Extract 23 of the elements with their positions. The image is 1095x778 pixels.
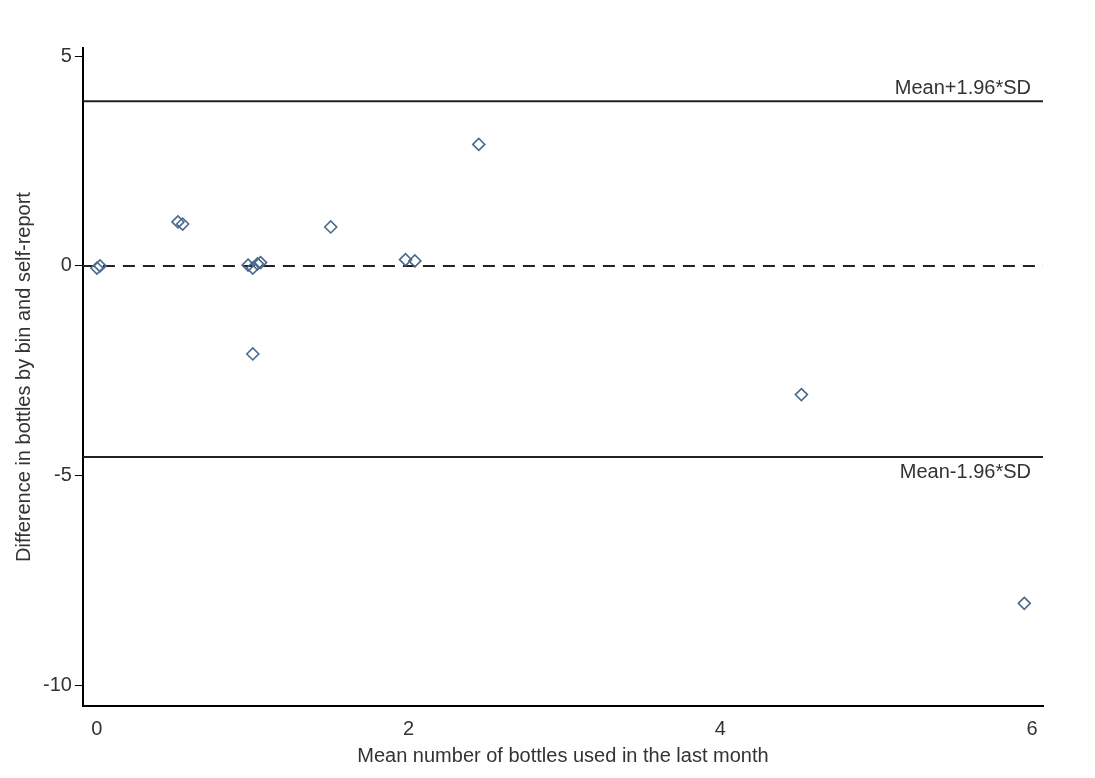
point (241, 258, 255, 272)
x-tick-label: 6 (1026, 716, 1038, 739)
x-axis-title: Mean number of bottles used in the last month (357, 743, 769, 766)
point (398, 252, 413, 267)
point (1017, 596, 1032, 611)
ref-line-label: Mean+1.96*SD (894, 75, 1031, 98)
x-tick-label: 4 (714, 716, 726, 739)
point (245, 347, 260, 361)
point (175, 217, 190, 231)
y-axis-title: Difference in bottles by bin and self-report (11, 191, 34, 562)
point (171, 215, 185, 229)
y-tick-label: -5 (54, 463, 72, 486)
point (323, 220, 338, 234)
point (794, 387, 809, 402)
x-tick-label: 0 (91, 716, 103, 739)
point (245, 261, 260, 275)
ref-line-label: Mean-1.96*SD (899, 459, 1031, 482)
y-tick-label: -10 (43, 672, 72, 695)
point (408, 254, 422, 268)
y-tick-label: 0 (60, 253, 72, 276)
y-tick-label: 5 (60, 43, 72, 66)
point (471, 137, 486, 152)
x-tick-label: 2 (403, 716, 415, 739)
